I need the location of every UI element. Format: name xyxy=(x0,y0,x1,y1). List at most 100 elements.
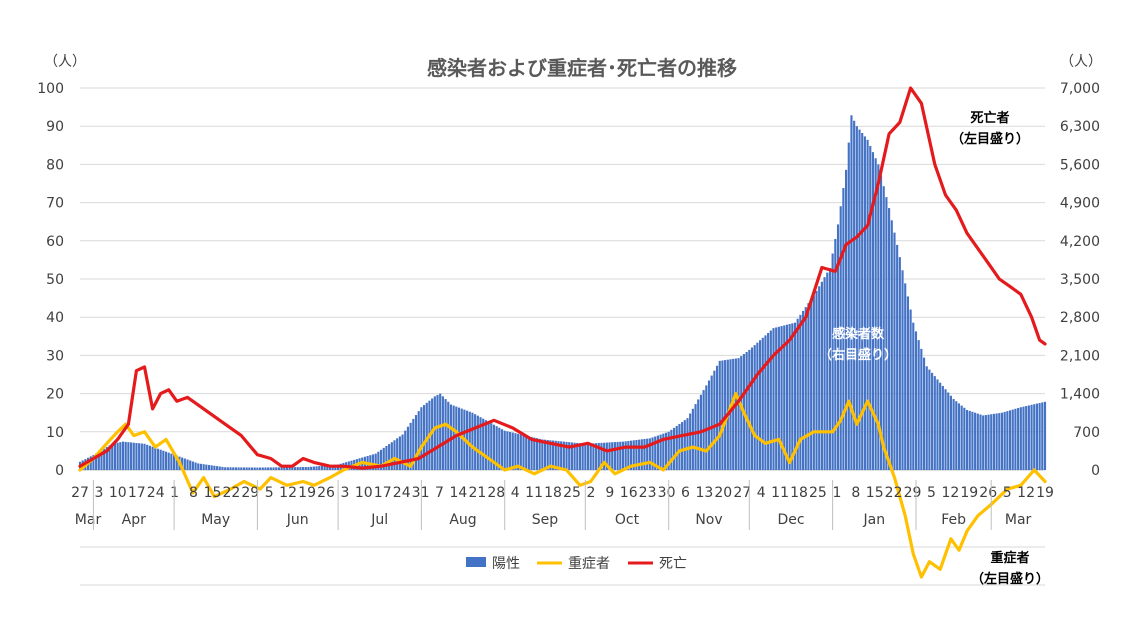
cases-bar xyxy=(1008,410,1012,470)
x-day-label: 23 xyxy=(639,485,657,501)
cases-bar xyxy=(224,467,227,470)
cases-bar xyxy=(1006,411,1009,470)
x-month-label: Sep xyxy=(532,512,559,528)
cases-bar xyxy=(963,407,966,470)
cases-bar xyxy=(570,442,573,470)
cases-bar xyxy=(404,430,407,470)
x-day-label: 24 xyxy=(393,485,411,501)
cases-bar xyxy=(240,467,243,470)
cases-bar xyxy=(135,442,138,470)
cases-bar xyxy=(417,411,420,470)
cases-bar xyxy=(1041,402,1044,470)
cases-bar xyxy=(807,303,810,470)
cases-bar xyxy=(1017,408,1020,470)
cases-bar xyxy=(374,453,377,470)
cases-bar xyxy=(748,349,751,470)
cases-bar xyxy=(638,439,641,470)
cases-bar xyxy=(750,347,754,470)
cases-bar xyxy=(525,435,528,470)
x-day-label: 5 xyxy=(265,485,274,501)
cases-bar xyxy=(828,268,832,470)
cases-bar xyxy=(936,379,939,470)
cases-bar xyxy=(105,447,108,470)
cases-bar xyxy=(202,464,205,470)
cases-bar xyxy=(506,431,509,470)
cases-bar xyxy=(850,115,853,470)
cases-bar xyxy=(138,443,141,470)
cases-bar xyxy=(815,290,818,470)
cases-bar xyxy=(898,257,901,470)
cases-bar xyxy=(791,323,794,470)
cases-bar xyxy=(909,309,912,470)
cases-bar xyxy=(248,467,251,470)
cases-bar xyxy=(490,423,493,470)
x-month-label: Jul xyxy=(370,512,388,528)
cases-bar xyxy=(788,324,791,470)
cases-annotation-note: （右目盛り） xyxy=(819,347,897,363)
cases-bar xyxy=(191,461,194,470)
severe-line xyxy=(78,392,1047,579)
cases-bar xyxy=(210,465,213,470)
x-month-label: Jan xyxy=(863,512,886,528)
x-day-label: 26 xyxy=(317,485,335,501)
x-day-label: 24 xyxy=(147,485,165,501)
cases-bar xyxy=(896,244,899,470)
cases-bar xyxy=(1043,401,1047,470)
x-day-label: 10 xyxy=(355,485,373,501)
cases-bar xyxy=(487,421,490,470)
cases-bar xyxy=(925,366,928,470)
left-axis-unit: （人） xyxy=(44,54,86,70)
cases-bar xyxy=(675,425,678,470)
cases-bar xyxy=(906,296,909,470)
cases-bar xyxy=(1014,408,1017,470)
cases-bar xyxy=(535,438,539,470)
cases-bar xyxy=(412,418,415,470)
cases-bar xyxy=(995,413,998,470)
cases-bar xyxy=(388,444,391,470)
cases-bar xyxy=(664,432,668,470)
cases-bar xyxy=(686,418,689,470)
left-tick-label: 0 xyxy=(55,463,64,479)
x-day-label: 12 xyxy=(1017,485,1035,501)
cases-bar xyxy=(971,411,974,470)
cases-bar xyxy=(277,467,280,470)
cases-bar xyxy=(912,322,915,470)
cases-bar xyxy=(199,463,203,470)
x-day-label: 8 xyxy=(189,485,198,501)
cases-bar xyxy=(965,409,969,470)
cases-bar xyxy=(651,437,654,470)
cases-bar xyxy=(509,431,512,470)
cases-bar xyxy=(842,188,845,471)
right-tick-label: 4,900 xyxy=(1060,196,1100,212)
cases-bar xyxy=(326,465,329,470)
cases-bar xyxy=(406,426,410,470)
cases-bar xyxy=(312,466,315,470)
cases-bar xyxy=(444,399,447,470)
cases-bar xyxy=(95,453,98,470)
cases-bar xyxy=(213,465,216,470)
cases-bar xyxy=(984,415,987,470)
cases-bar xyxy=(250,467,254,470)
cases-bar xyxy=(697,399,700,470)
x-month-label: Feb xyxy=(941,512,966,528)
cases-bar xyxy=(420,407,423,470)
x-day-label: 3 xyxy=(94,485,103,501)
cases-bar xyxy=(433,396,436,470)
right-tick-label: 7,000 xyxy=(1060,81,1100,97)
cases-bar xyxy=(116,442,119,470)
cases-bar xyxy=(761,337,764,470)
left-tick-label: 50 xyxy=(46,272,64,288)
x-day-label: 13 xyxy=(695,485,713,501)
cases-bar xyxy=(498,427,501,470)
cases-bar xyxy=(398,436,401,470)
cases-bar xyxy=(888,208,891,470)
x-month-label: Apr xyxy=(122,512,146,528)
cases-bar xyxy=(522,435,525,470)
cases-bar xyxy=(866,139,869,470)
right-axis-ticks: 0 700 1,400 2,100 2,800 3,500 4,200 4,900 5,600 6… xyxy=(1060,81,1100,479)
cases-bar xyxy=(127,442,130,470)
cases-bar xyxy=(681,422,684,470)
cases-bar xyxy=(780,326,783,470)
cases-bar xyxy=(140,443,143,470)
cases-bar xyxy=(952,399,955,470)
